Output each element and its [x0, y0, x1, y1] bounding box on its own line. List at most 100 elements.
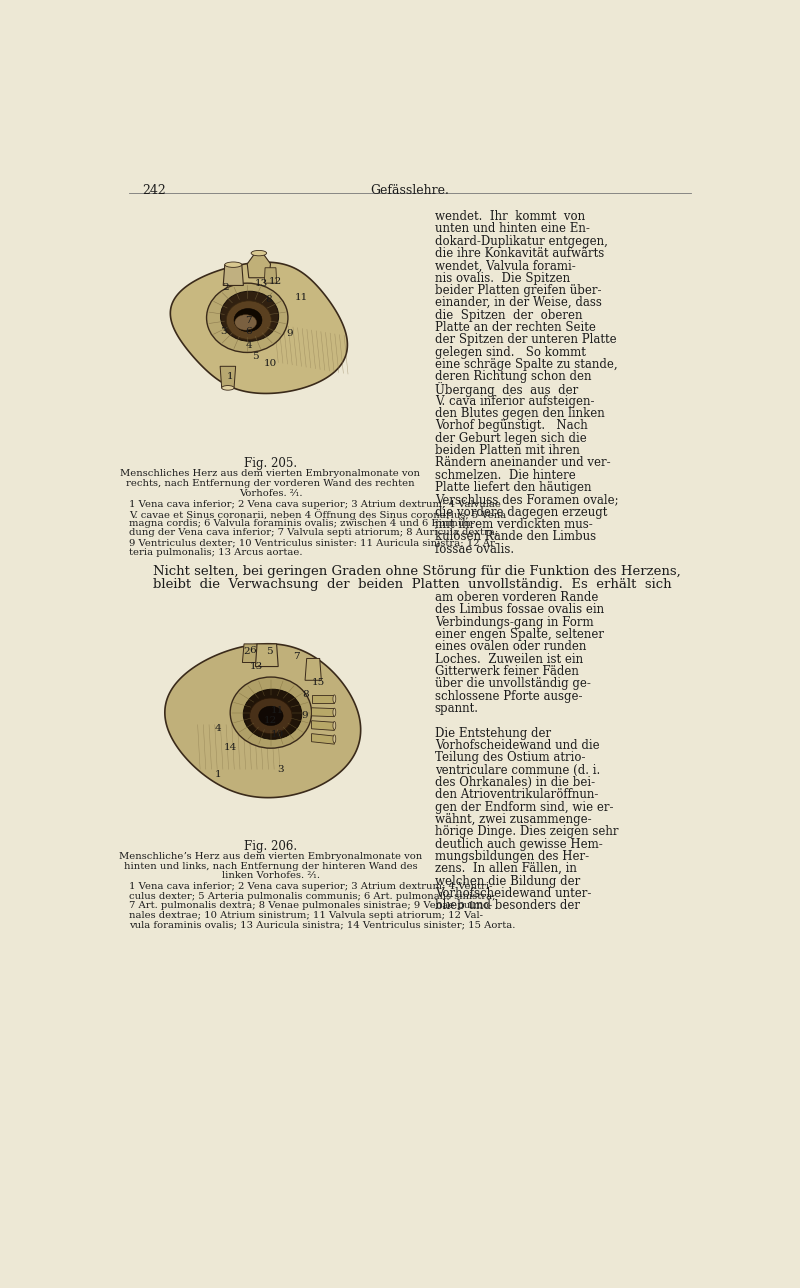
Text: Gefässlehre.: Gefässlehre.: [370, 184, 450, 197]
Text: Vorhofscheidewand unter-: Vorhofscheidewand unter-: [435, 887, 591, 900]
Text: spannt.: spannt.: [435, 702, 478, 715]
Text: 1 Vena cava inferior; 2 Vena cava superior; 3 Atrium dextrum; 4 Valvulae: 1 Vena cava inferior; 2 Vena cava superi…: [130, 500, 502, 509]
Text: schlossene Pforte ausge-: schlossene Pforte ausge-: [435, 689, 582, 703]
Text: eine schräge Spalte zu stande,: eine schräge Spalte zu stande,: [435, 358, 618, 371]
Text: V. cava inferior aufsteigen-: V. cava inferior aufsteigen-: [435, 395, 594, 408]
Ellipse shape: [230, 677, 311, 748]
Text: die  Spitzen  der  oberen: die Spitzen der oberen: [435, 309, 582, 322]
Text: 11: 11: [295, 292, 308, 301]
Ellipse shape: [333, 708, 336, 716]
Ellipse shape: [235, 314, 257, 330]
Text: Verbindungs-gang in Form: Verbindungs-gang in Form: [435, 616, 594, 629]
Text: 11: 11: [270, 706, 284, 715]
Text: welchen die Bildung der: welchen die Bildung der: [435, 875, 580, 887]
Text: beider Platten greifen über-: beider Platten greifen über-: [435, 283, 602, 298]
Text: der Spitzen der unteren Platte: der Spitzen der unteren Platte: [435, 334, 617, 346]
Polygon shape: [223, 264, 243, 286]
Text: des Limbus fossae ovalis ein: des Limbus fossae ovalis ein: [435, 604, 604, 617]
Text: 242: 242: [142, 184, 166, 197]
Text: fossae ovalis.: fossae ovalis.: [435, 542, 514, 555]
Text: wendet, Valvula forami-: wendet, Valvula forami-: [435, 259, 575, 272]
Text: dokard-Duplikatur entgegen,: dokard-Duplikatur entgegen,: [435, 234, 608, 247]
Text: mungsbildungen des Her-: mungsbildungen des Her-: [435, 850, 589, 863]
Text: 6: 6: [246, 327, 252, 336]
Ellipse shape: [222, 385, 234, 390]
Text: 8: 8: [266, 295, 272, 304]
Text: bleibt  die  Verwachsung  der  beiden  Platten  unvollständig.  Es  erhält  sich: bleibt die Verwachsung der beiden Platte…: [153, 578, 671, 591]
Text: einer engen Spalte, seltener: einer engen Spalte, seltener: [435, 629, 604, 641]
Text: vula foraminis ovalis; 13 Auricula sinistra; 14 Ventriculus sinister; 15 Aorta.: vula foraminis ovalis; 13 Auricula sinis…: [130, 921, 516, 930]
Polygon shape: [255, 644, 278, 666]
Ellipse shape: [221, 291, 278, 341]
Polygon shape: [305, 658, 322, 680]
Text: des Ohrkanales) in die bei-: des Ohrkanales) in die bei-: [435, 775, 595, 790]
Text: den Atrioventrikularöffnun-: den Atrioventrikularöffnun-: [435, 788, 598, 801]
Text: Teilung des Ostium atrio-: Teilung des Ostium atrio-: [435, 751, 586, 764]
Text: 4: 4: [214, 724, 222, 733]
Text: 9: 9: [302, 711, 308, 720]
Ellipse shape: [258, 706, 283, 725]
Text: 10: 10: [270, 730, 284, 739]
Text: einander, in der Weise, dass: einander, in der Weise, dass: [435, 296, 602, 309]
Text: hörige Dinge. Dies zeigen sehr: hörige Dinge. Dies zeigen sehr: [435, 826, 618, 838]
Polygon shape: [311, 721, 334, 730]
Text: 6: 6: [250, 645, 256, 654]
Polygon shape: [311, 694, 334, 703]
Text: hinten und links, nach Entfernung der hinteren Wand des: hinten und links, nach Entfernung der hi…: [124, 862, 418, 871]
Text: den Blutes gegen den linken: den Blutes gegen den linken: [435, 407, 605, 420]
Text: V. cavae et Sinus coronarii, neben 4 Öffnung des Sinus coronarius; 5 Vena: V. cavae et Sinus coronarii, neben 4 Öff…: [130, 509, 506, 520]
Polygon shape: [220, 366, 236, 388]
Text: wendet.  Ihr  kommt  von: wendet. Ihr kommt von: [435, 210, 585, 223]
Ellipse shape: [226, 301, 271, 339]
Text: Loches.  Zuweilen ist ein: Loches. Zuweilen ist ein: [435, 653, 583, 666]
Ellipse shape: [225, 261, 242, 268]
Text: 5: 5: [266, 648, 273, 657]
Text: Vorhofscheidewand und die: Vorhofscheidewand und die: [435, 739, 599, 752]
Text: 7: 7: [294, 652, 300, 661]
Text: Gitterwerk feiner Fäden: Gitterwerk feiner Fäden: [435, 665, 578, 677]
Text: Platte liefert den häutigen: Platte liefert den häutigen: [435, 480, 591, 495]
Text: zens.  In allen Fällen, in: zens. In allen Fällen, in: [435, 862, 577, 875]
Text: Fig. 206.: Fig. 206.: [244, 840, 297, 853]
Text: nis ovalis.  Die Spitzen: nis ovalis. Die Spitzen: [435, 272, 570, 285]
Ellipse shape: [234, 309, 262, 331]
Text: Vorhof begünstigt.   Nach: Vorhof begünstigt. Nach: [435, 420, 587, 433]
Polygon shape: [242, 644, 258, 662]
Text: 7: 7: [246, 316, 252, 325]
Text: blieb und besonders der: blieb und besonders der: [435, 899, 580, 912]
Text: Rändern aneinander und ver-: Rändern aneinander und ver-: [435, 456, 610, 469]
Text: rechts, nach Entfernung der vorderen Wand des rechten: rechts, nach Entfernung der vorderen Wan…: [126, 479, 415, 488]
Text: Vorhofes. ²⁄₁.: Vorhofes. ²⁄₁.: [238, 488, 302, 497]
Polygon shape: [165, 644, 361, 797]
Text: schmelzen.  Die hintere: schmelzen. Die hintere: [435, 469, 575, 482]
Text: 12: 12: [264, 716, 278, 725]
Text: 2: 2: [222, 282, 229, 291]
Polygon shape: [311, 708, 334, 716]
Text: linken Vorhofes. ²⁄₁.: linken Vorhofes. ²⁄₁.: [222, 872, 319, 881]
Text: dung der Vena cava inferior; 7 Valvula septi atriorum; 8 Auricula dextra;: dung der Vena cava inferior; 7 Valvula s…: [130, 528, 498, 537]
Text: Menschlicheʼs Herz aus dem vierten Embryonalmonate von: Menschlicheʼs Herz aus dem vierten Embry…: [119, 853, 422, 862]
Text: 9 Ventriculus dexter; 10 Ventriculus sinister: 11 Auricula sinistra; 12 Ar-: 9 Ventriculus dexter; 10 Ventriculus sin…: [130, 538, 498, 547]
Text: der Geburt legen sich die: der Geburt legen sich die: [435, 431, 586, 444]
Text: nales dextrae; 10 Atrium sinistrum; 11 Valvula septi atriorum; 12 Val-: nales dextrae; 10 Atrium sinistrum; 11 V…: [130, 911, 483, 920]
Text: 13: 13: [250, 662, 263, 671]
Text: 3: 3: [278, 765, 284, 774]
Text: die vordere dagegen erzeugt: die vordere dagegen erzeugt: [435, 506, 607, 519]
Polygon shape: [247, 254, 270, 278]
Text: mit ihrem verdickten mus-: mit ihrem verdickten mus-: [435, 518, 593, 531]
Text: Fig. 205.: Fig. 205.: [244, 457, 297, 470]
Text: ventriculare commune (d. i.: ventriculare commune (d. i.: [435, 764, 600, 777]
Text: über die unvollständig ge-: über die unvollständig ge-: [435, 677, 590, 690]
Text: 8: 8: [302, 689, 308, 698]
Text: Nicht selten, bei geringen Graden ohne Störung für die Funktion des Herzens,: Nicht selten, bei geringen Graden ohne S…: [153, 565, 681, 578]
Text: Menschliches Herz aus dem vierten Embryonalmonate von: Menschliches Herz aus dem vierten Embryo…: [121, 470, 421, 478]
Ellipse shape: [333, 721, 336, 729]
Text: 12: 12: [269, 277, 282, 286]
Text: culus dexter; 5 Arteria pulmonalis communis; 6 Art. pulmonalis sinistra;: culus dexter; 5 Arteria pulmonalis commu…: [130, 891, 496, 900]
Polygon shape: [311, 734, 334, 744]
Text: 7 Art. pulmonalis dextra; 8 Venae pulmonales sinistrae; 9 Venae pulmo-: 7 Art. pulmonalis dextra; 8 Venae pulmon…: [130, 902, 493, 911]
Text: gelegen sind.   So kommt: gelegen sind. So kommt: [435, 345, 586, 358]
Text: 2: 2: [243, 648, 250, 657]
Ellipse shape: [243, 689, 302, 739]
Text: unten und hinten eine En-: unten und hinten eine En-: [435, 223, 590, 236]
